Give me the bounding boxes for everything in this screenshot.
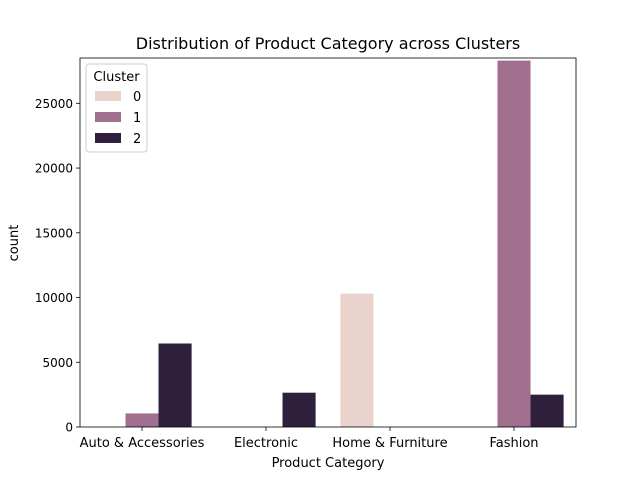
y-tick-label: 10000	[35, 291, 73, 305]
x-tick-label: Home & Furniture	[332, 436, 447, 451]
bar-cluster-2-1	[282, 392, 316, 427]
legend-swatch-2	[95, 133, 121, 143]
bar-cluster-2-0	[158, 343, 192, 427]
axes-frame	[79, 57, 577, 428]
y-tick-label: 25000	[35, 97, 73, 111]
x-axis-label: Product Category	[272, 456, 385, 471]
legend-label-0: 0	[133, 90, 141, 105]
y-tick-label: 20000	[35, 162, 73, 176]
bar-cluster-0-2	[340, 293, 374, 427]
y-tick-label: 5000	[42, 356, 73, 370]
y-tick-label: 15000	[35, 226, 73, 240]
legend: Cluster 0 1 2	[85, 63, 148, 153]
legend-label-2: 2	[133, 132, 141, 147]
legend-label-1: 1	[133, 111, 141, 126]
y-tick-label: 0	[65, 421, 73, 435]
plot-area: 0 5000 10000 15000 20000 25000 Auto & Accessor…	[35, 57, 577, 451]
chart-title: Distribution of Product Category across …	[136, 34, 520, 53]
legend-swatch-1	[95, 112, 121, 122]
legend-swatch-0	[95, 91, 121, 101]
x-tick-label: Auto & Accessories	[80, 436, 205, 451]
bar-cluster-1-0	[125, 413, 159, 427]
y-axis-label: count	[7, 225, 22, 262]
x-tick-label: Electronic	[234, 436, 298, 451]
bar-cluster-2-3	[530, 394, 564, 427]
x-tick-label: Fashion	[489, 436, 538, 451]
legend-box	[85, 63, 148, 153]
legend-title: Cluster	[93, 70, 140, 85]
bar-cluster-1-3	[497, 60, 531, 428]
